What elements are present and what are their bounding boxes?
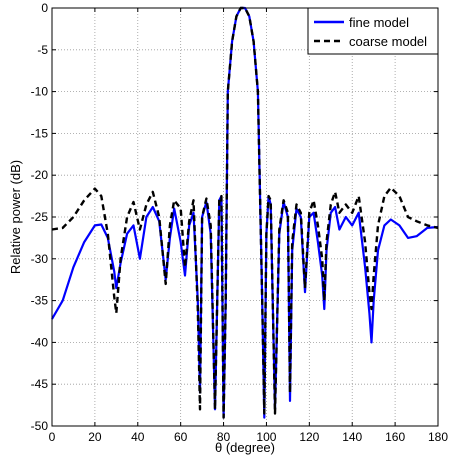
series-line-coarse-model — [51, 6, 439, 419]
x-tick-label: 60 — [174, 430, 188, 444]
y-tick-label: -10 — [31, 85, 49, 99]
x-tick-label: 120 — [299, 430, 319, 444]
y-tick-label: -20 — [31, 168, 49, 182]
legend-label: fine model — [349, 15, 409, 30]
y-axis-label: Relative power (dB) — [8, 160, 23, 274]
y-tick-label: -15 — [31, 126, 49, 140]
x-axis-label: θ (degree) — [215, 440, 275, 455]
y-tick-label: -30 — [31, 252, 49, 266]
ticks: 0 20 40 60 80 100 120 140 160 180 0 -5 -10 -15 -20 -25 -… — [31, 1, 449, 444]
y-tick-label: 0 — [41, 1, 48, 15]
y-tick-label: -5 — [37, 43, 48, 57]
x-tick-label: 40 — [131, 430, 145, 444]
x-tick-label: 20 — [88, 430, 102, 444]
x-tick-label: 100 — [256, 430, 276, 444]
y-tick-label: -25 — [31, 210, 49, 224]
y-tick-label: -45 — [31, 377, 49, 391]
legend-box — [307, 7, 439, 55]
x-tick-label: 140 — [342, 430, 362, 444]
series-layer — [51, 6, 439, 419]
y-tick-label: -40 — [31, 335, 49, 349]
y-tick-label: -50 — [31, 419, 49, 433]
legend-label: coarse model — [349, 34, 427, 49]
legend: fine model coarse model — [307, 7, 439, 55]
x-tick-label: 180 — [428, 430, 448, 444]
y-tick-label: -35 — [31, 294, 49, 308]
x-tick-label: 0 — [49, 430, 56, 444]
x-tick-label: 160 — [385, 430, 405, 444]
x-tick-label: 80 — [217, 430, 231, 444]
